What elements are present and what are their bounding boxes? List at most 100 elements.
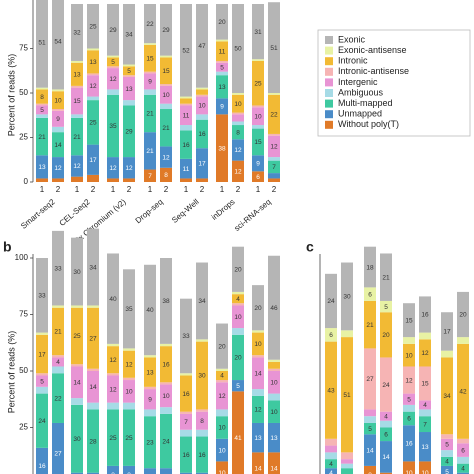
bar-segment (232, 94, 244, 113)
bar-value-label: 9 (256, 161, 260, 168)
y-tick-label: 100 (15, 253, 29, 262)
bar-value-label: 52 (182, 47, 190, 54)
bar-segment (52, 357, 64, 367)
bar-value-label: 7 (148, 173, 152, 180)
bar-value-label: 16 (38, 463, 46, 470)
bar-value-label: 10 (254, 341, 262, 348)
bar-segment (123, 402, 135, 410)
bar-segment (180, 105, 192, 126)
bar-segment (160, 57, 172, 85)
bar-value-label: 17 (443, 329, 451, 336)
legend-label: Intronic (338, 56, 368, 66)
bar-value-label: 4 (56, 359, 60, 366)
bar-segment (252, 332, 264, 356)
bar-value-label: 17 (198, 161, 206, 168)
bar-segment (144, 416, 156, 469)
bar-segment (160, 167, 172, 182)
bar-value-label: 12 (125, 165, 133, 172)
bar-segment (71, 472, 83, 474)
bar-segment (364, 422, 376, 435)
bar-segment (52, 305, 64, 308)
bar-segment (180, 411, 192, 414)
bar-segment (457, 463, 469, 473)
bar-value-label: 25 (109, 435, 117, 442)
bar-value-label: 21 (73, 134, 81, 141)
bar-value-label: 10 (405, 352, 413, 359)
bar-value-label: 12 (162, 154, 170, 161)
y-axis-label: Percent of reads (%) (6, 54, 16, 137)
bar-segment (180, 4, 192, 97)
bar-value-label: 34 (443, 393, 451, 400)
bar-segment (380, 441, 392, 473)
bar-segment (52, 366, 64, 374)
bar-segment (216, 416, 228, 439)
bar-segment (107, 66, 119, 69)
bar-value-label: 4 (461, 465, 465, 472)
bar-segment (160, 109, 172, 147)
bar-segment (364, 348, 376, 410)
bar-value-label: 20 (254, 305, 262, 312)
bar-segment (180, 375, 192, 412)
bar-value-label: 5 (220, 64, 224, 71)
bar-segment (160, 84, 172, 86)
bar-segment (268, 93, 280, 95)
bar-value-label: 9 (56, 116, 60, 123)
bar-segment (196, 339, 208, 342)
bar-segment (71, 366, 83, 399)
bar-value-label: 16 (405, 441, 413, 448)
bar-value-label: 13 (89, 59, 97, 66)
bar-value-label: 33 (38, 293, 46, 300)
bar-segment (232, 246, 244, 292)
bar-value-label: 47 (198, 43, 206, 50)
bar-value-label: 16 (182, 391, 190, 398)
bar-segment (216, 323, 228, 369)
bar-segment (325, 468, 337, 474)
bar-segment (268, 368, 280, 371)
bar-segment (380, 312, 392, 358)
bar-segment (232, 391, 244, 474)
bar-segment (403, 393, 415, 405)
bar-value-label: 32 (73, 30, 81, 37)
bar-segment (107, 57, 119, 67)
bar-value-label: 20 (218, 343, 226, 350)
bar-segment (144, 357, 156, 387)
bar-segment (419, 461, 431, 474)
bar-segment (457, 456, 469, 464)
bar-segment (232, 125, 244, 140)
y-tick-label: 75 (19, 44, 28, 53)
bar-segment (87, 4, 99, 49)
bar-value-label: 10 (125, 389, 133, 396)
bar-value-label: 21 (54, 329, 62, 336)
bar-segment (268, 160, 280, 174)
bar-segment (268, 371, 280, 394)
bar-segment (87, 73, 99, 76)
bar-value-label: 10 (270, 380, 278, 387)
bar-segment (196, 89, 208, 95)
bar-segment (144, 386, 156, 390)
bar-segment (123, 465, 135, 474)
bar-value-label: 27 (89, 335, 97, 342)
bar-value-label: 10 (162, 393, 170, 400)
bar-value-label: 10 (162, 92, 170, 99)
x-tick-label: 2 (56, 185, 61, 194)
bar-value-label: 35 (109, 123, 117, 130)
bar-segment (252, 60, 264, 106)
bar-segment (403, 461, 415, 474)
bar-segment (123, 377, 135, 381)
bar-segment (252, 285, 264, 331)
bar-value-label: 40 (146, 307, 154, 314)
x-tick-label: 2 (164, 185, 169, 194)
bar-value-label: 10 (270, 409, 278, 416)
bar-segment (71, 237, 83, 306)
bar-segment (232, 380, 244, 392)
y-axis-label: Percent of reads (%) (6, 331, 16, 414)
bar-segment (252, 330, 264, 333)
bar-segment (71, 114, 83, 118)
bar-segment (196, 178, 208, 182)
bar-segment (252, 128, 264, 156)
bar-value-label: 14 (73, 380, 81, 387)
bar-value-label: 33 (54, 265, 62, 272)
bar-segment (252, 105, 264, 108)
bar-segment (252, 389, 264, 396)
bar-value-label: 4 (384, 413, 388, 420)
